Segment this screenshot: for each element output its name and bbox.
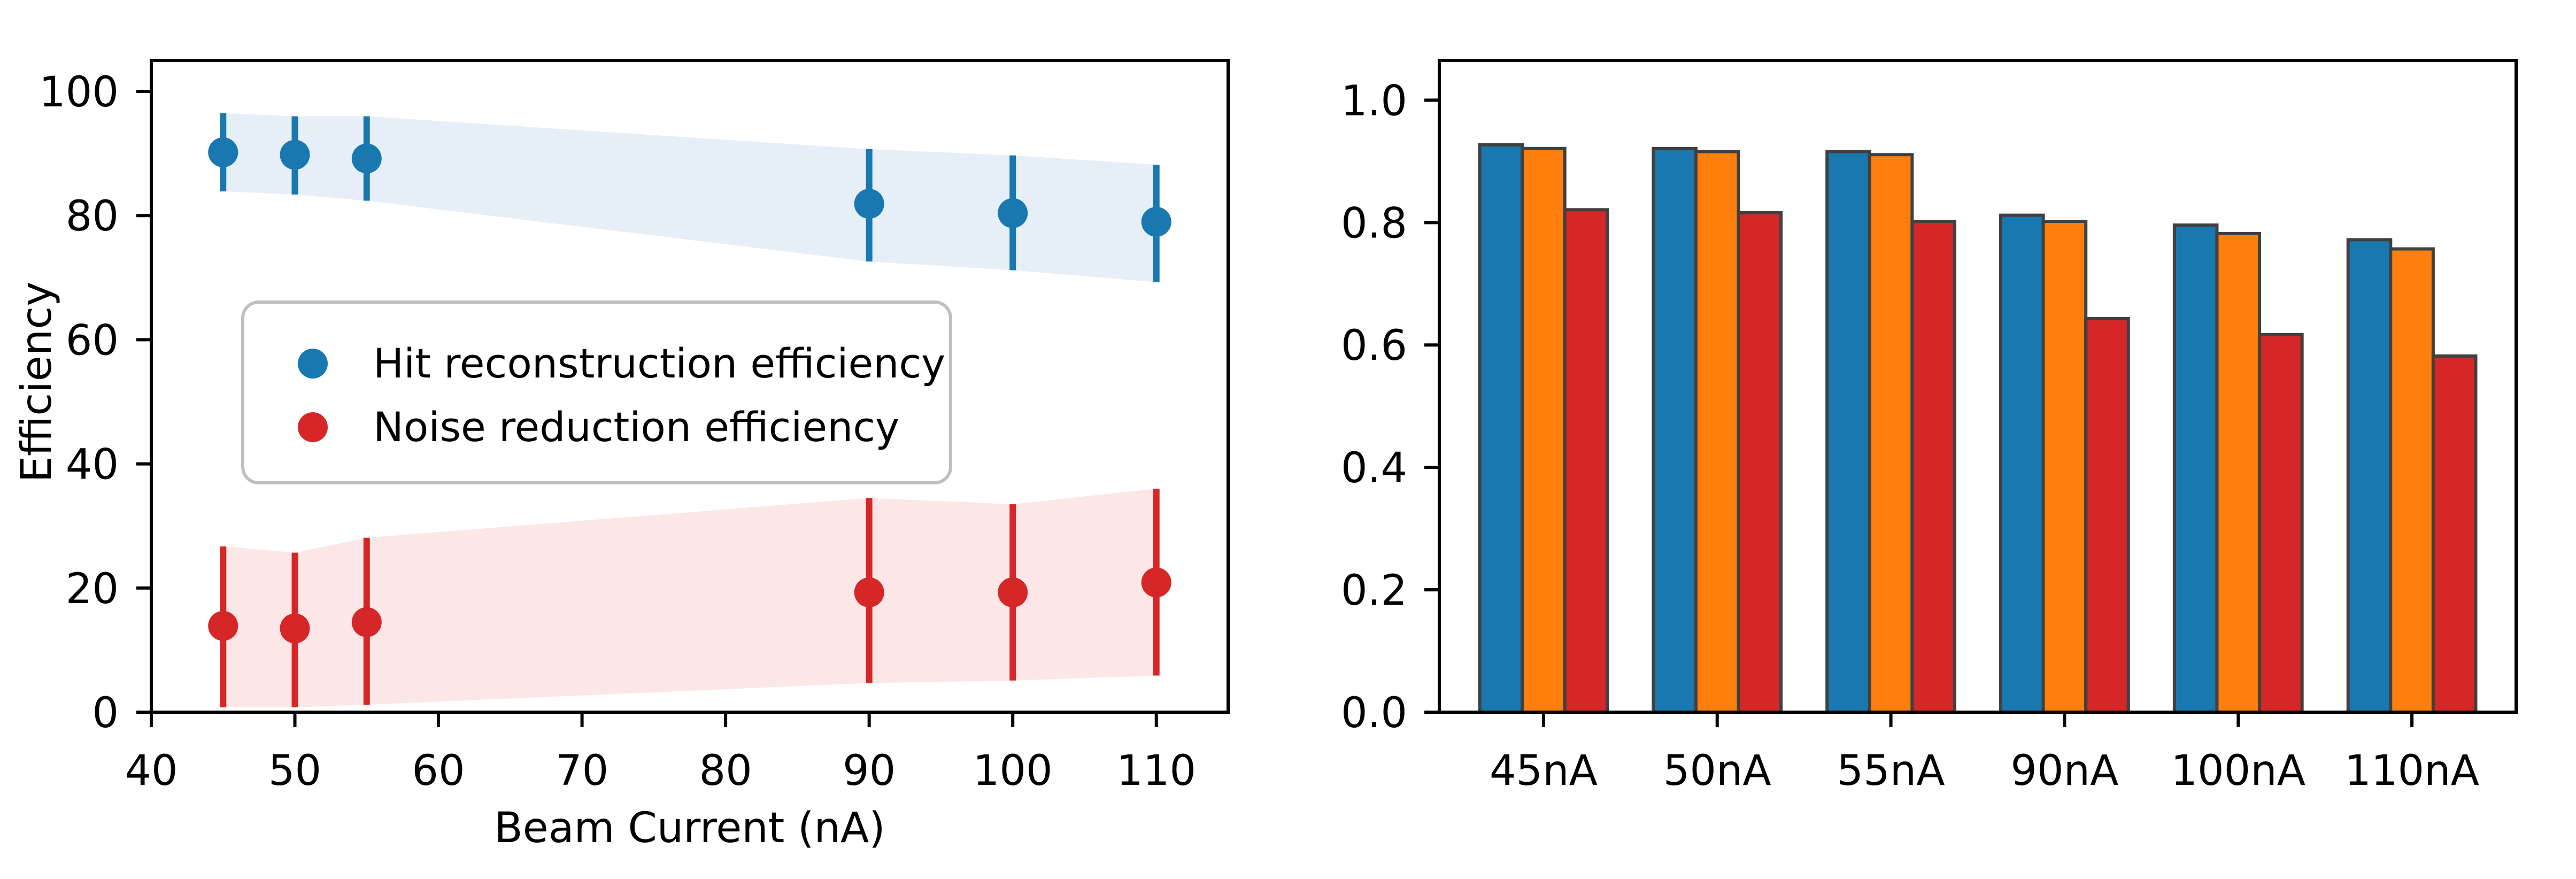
bar-110nA-series-1 — [2346, 238, 2393, 714]
legend-marker-hit-reconstruction — [298, 349, 328, 379]
y-tick-label: 0.4 — [1341, 444, 1407, 492]
x-tick-label: 55nA — [1837, 747, 1945, 795]
bar-100nA-series-1 — [2172, 223, 2219, 714]
y-tick-label: 0.2 — [1341, 567, 1407, 615]
data-point-noise-reduction — [280, 613, 310, 644]
x-tick-label: 90nA — [2010, 747, 2118, 795]
data-point-hit-reconstruction — [280, 140, 310, 170]
data-point-noise-reduction — [998, 577, 1028, 607]
x-tick-label: 80 — [699, 747, 752, 795]
bar-90nA-series-1 — [1999, 213, 2045, 714]
band-noise-reduction — [223, 489, 1156, 707]
legend-marker-noise-reduction — [298, 412, 328, 442]
bar-90nA-series-3 — [2084, 317, 2130, 714]
y-tick-label: 20 — [66, 565, 119, 613]
y-tick-label: 40 — [66, 441, 119, 489]
y-tick-label: 1.0 — [1341, 77, 1407, 125]
bar-50nA-series-1 — [1652, 146, 1698, 714]
left-scatter-panel: 40 50 60 70 80 90 100 110 0 20 40 60 80 100 Beam Cur… — [13, 59, 1230, 852]
x-tick-label: 100 — [973, 747, 1053, 795]
x-axis-ticks: 40 50 60 70 80 90 100 110 — [125, 712, 1196, 795]
bar-45nA-series-3 — [1563, 208, 1609, 714]
data-points — [208, 137, 1171, 644]
data-point-hit-reconstruction — [998, 198, 1028, 228]
x-tick-label: 110 — [1116, 747, 1196, 795]
x-tick-label: 40 — [125, 747, 178, 795]
x-axis-ticks: 45nA 50nA 55nA 90nA 100nA 110nA — [1490, 712, 2479, 795]
bar-100nA-series-2 — [2215, 232, 2262, 714]
x-tick-label: 70 — [556, 747, 608, 795]
x-axis-label: Beam Current (nA) — [494, 804, 885, 852]
y-tick-label: 0.0 — [1341, 689, 1407, 737]
confidence-bands — [223, 113, 1156, 707]
data-point-hit-reconstruction — [854, 189, 884, 219]
bar-100nA-series-3 — [2258, 333, 2304, 714]
y-tick-label: 80 — [66, 192, 119, 241]
x-tick-label: 50 — [268, 747, 321, 795]
y-tick-label: 0.8 — [1341, 199, 1407, 248]
legend-label-hit-reconstruction: Hit reconstruction efficiency — [373, 340, 945, 387]
bar-55nA-series-1 — [1825, 150, 1871, 714]
x-tick-label: 100nA — [2171, 747, 2305, 795]
y-tick-label: 0 — [92, 689, 119, 737]
x-tick-label: 50nA — [1663, 747, 1771, 795]
bar-55nA-series-2 — [1868, 153, 1914, 714]
data-point-hit-reconstruction — [208, 137, 238, 167]
legend-box — [241, 300, 952, 484]
bar-45nA-series-1 — [1478, 143, 1524, 714]
bar-45nA-series-2 — [1521, 146, 1567, 714]
bar-90nA-series-2 — [2041, 220, 2088, 714]
data-point-hit-reconstruction — [351, 143, 382, 174]
y-tick-label: 60 — [66, 317, 119, 365]
y-tick-label: 100 — [39, 68, 119, 117]
data-point-noise-reduction — [208, 611, 238, 641]
x-tick-label: 60 — [412, 747, 465, 795]
y-axis-ticks: 0 20 40 60 80 100 — [39, 68, 151, 737]
y-axis-ticks: 0.0 0.2 0.4 0.6 0.8 1.0 — [1341, 77, 1439, 737]
x-tick-label: 45nA — [1490, 747, 1598, 795]
data-point-hit-reconstruction — [1141, 206, 1171, 237]
y-tick-label: 0.6 — [1341, 322, 1407, 370]
bar-110nA-series-2 — [2389, 247, 2435, 714]
legend: Hit reconstruction efficiency Noise redu… — [241, 300, 952, 484]
x-tick-label: 110nA — [2344, 747, 2479, 795]
x-tick-label: 90 — [843, 747, 896, 795]
legend-label-noise-reduction: Noise reduction efficiency — [373, 403, 899, 451]
left-axes-frame — [150, 59, 1230, 714]
y-axis-label: Efficiency — [13, 282, 61, 483]
right-axes-frame — [1438, 59, 2518, 714]
data-point-noise-reduction — [854, 577, 884, 607]
bars — [1478, 143, 2478, 714]
data-point-noise-reduction — [351, 607, 382, 637]
bar-110nA-series-3 — [2431, 354, 2478, 714]
bar-55nA-series-3 — [1910, 220, 1956, 714]
right-bar-panel: 45nA 50nA 55nA 90nA 100nA 110nA 0.00.20.40.60… — [1341, 59, 2518, 795]
band-hit-reconstruction — [223, 113, 1156, 282]
data-point-noise-reduction — [1141, 567, 1171, 598]
bar-50nA-series-3 — [1737, 211, 1783, 714]
bar-50nA-series-2 — [1694, 150, 1740, 714]
